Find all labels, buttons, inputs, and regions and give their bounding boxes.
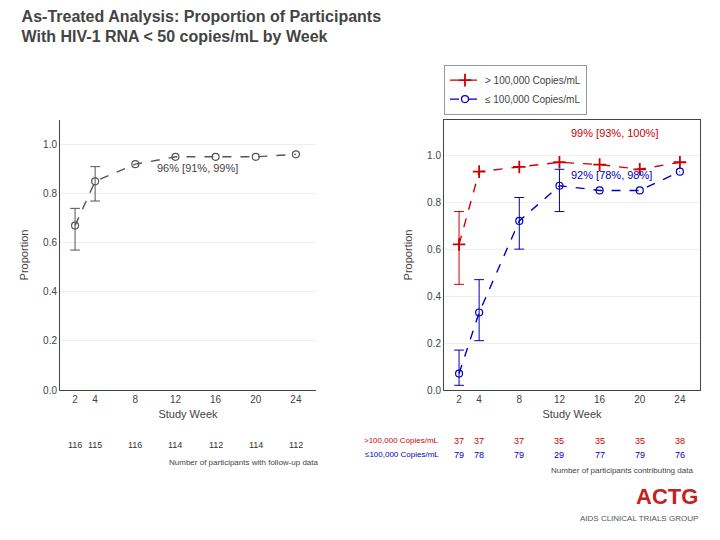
svg-text:0.4: 0.4 [427, 291, 441, 302]
svg-text:AIDS CLINICAL TRIALS GROUP: AIDS CLINICAL TRIALS GROUP [580, 514, 698, 523]
svg-text:> 100,000 Copies/mL: > 100,000 Copies/mL [485, 75, 581, 86]
svg-text:16: 16 [210, 394, 222, 405]
svg-text:0.6: 0.6 [427, 244, 441, 255]
svg-text:Proportion: Proportion [18, 230, 30, 281]
svg-text:37: 37 [474, 436, 484, 446]
svg-text:78: 78 [474, 450, 484, 460]
svg-text:0.2: 0.2 [43, 335, 57, 346]
svg-text:2: 2 [72, 394, 78, 405]
svg-text:77: 77 [595, 450, 605, 460]
svg-text:112: 112 [209, 440, 223, 450]
svg-text:≤ 100,000 Copies/mL: ≤ 100,000 Copies/mL [485, 94, 580, 105]
svg-text:2: 2 [456, 394, 462, 405]
svg-text:112: 112 [289, 440, 303, 450]
svg-text:Number of participants with fo: Number of participants with follow-up da… [169, 458, 319, 467]
svg-text:0.6: 0.6 [43, 237, 57, 248]
svg-text:8: 8 [517, 394, 523, 405]
svg-text:0.0: 0.0 [427, 385, 441, 396]
svg-text:79: 79 [514, 450, 524, 460]
svg-text:0.0: 0.0 [43, 385, 57, 396]
svg-text:35: 35 [635, 436, 645, 446]
svg-text:ACTG: ACTG [636, 484, 698, 509]
svg-text:29: 29 [554, 450, 564, 460]
svg-text:0.8: 0.8 [427, 197, 441, 208]
svg-text:99% [93%, 100%]: 99% [93%, 100%] [571, 127, 658, 139]
svg-text:Number of participants contrib: Number of participants contributing data [551, 466, 693, 475]
svg-text:24: 24 [674, 394, 686, 405]
svg-text:Proportion: Proportion [402, 230, 414, 281]
svg-text:114: 114 [168, 440, 182, 450]
svg-text:114: 114 [249, 440, 263, 450]
svg-text:4: 4 [92, 394, 98, 405]
svg-text:12: 12 [170, 394, 182, 405]
svg-text:Study Week: Study Week [542, 408, 602, 420]
svg-text:0.2: 0.2 [427, 338, 441, 349]
svg-text:20: 20 [250, 394, 262, 405]
svg-text:≤100,000 Copies/mL: ≤100,000 Copies/mL [365, 450, 439, 459]
svg-text:12: 12 [554, 394, 566, 405]
svg-text:38: 38 [675, 436, 685, 446]
svg-text:35: 35 [595, 436, 605, 446]
svg-text:115: 115 [88, 440, 102, 450]
svg-text:116: 116 [68, 440, 82, 450]
svg-text:Study Week: Study Week [158, 408, 218, 420]
svg-text:20: 20 [634, 394, 646, 405]
svg-text:16: 16 [594, 394, 606, 405]
svg-text:37: 37 [514, 436, 524, 446]
svg-text:96% [91%, 99%]: 96% [91%, 99%] [157, 162, 238, 174]
svg-text:79: 79 [635, 450, 645, 460]
svg-text:8: 8 [133, 394, 139, 405]
svg-text:76: 76 [675, 450, 685, 460]
svg-text:4: 4 [476, 394, 482, 405]
svg-text:79: 79 [454, 450, 464, 460]
svg-text:92% [78%, 98%]: 92% [78%, 98%] [571, 169, 652, 181]
svg-text:1.0: 1.0 [427, 150, 441, 161]
svg-text:0.8: 0.8 [43, 188, 57, 199]
svg-text:As-Treated Analysis: Proportio: As-Treated Analysis: Proportion of Parti… [22, 8, 382, 46]
svg-text:1.0: 1.0 [43, 139, 57, 150]
svg-text:35: 35 [554, 436, 564, 446]
svg-text:>100,000 Copies/mL: >100,000 Copies/mL [364, 436, 439, 445]
svg-text:37: 37 [454, 436, 464, 446]
svg-text:0.4: 0.4 [43, 286, 57, 297]
svg-text:116: 116 [128, 440, 142, 450]
svg-text:24: 24 [290, 394, 302, 405]
